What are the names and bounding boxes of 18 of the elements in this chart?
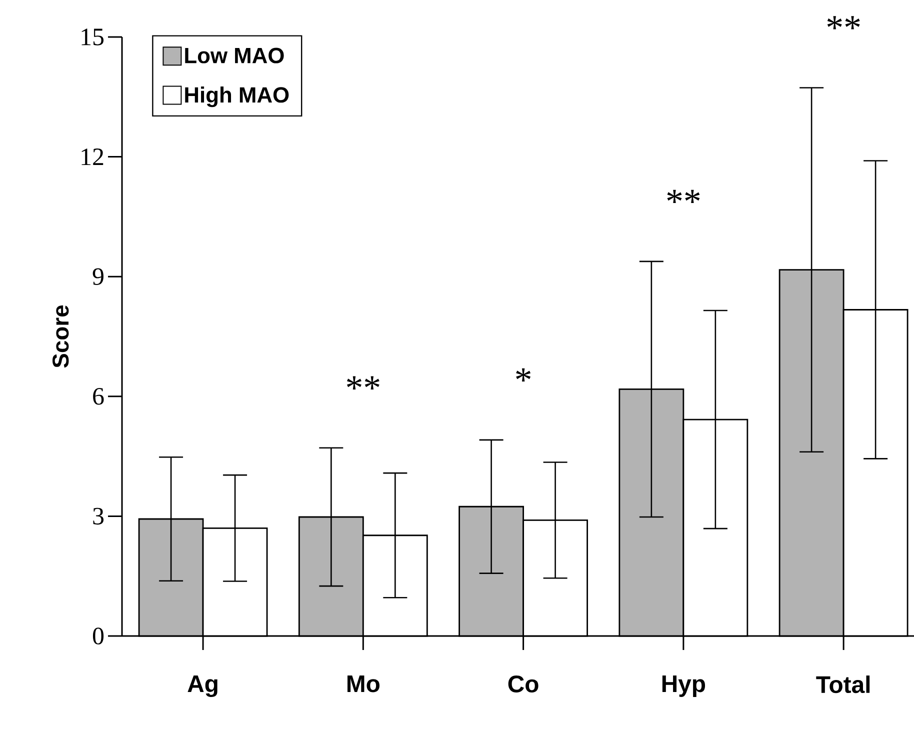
text: ** [827, 16, 860, 30]
y-axis-title: Score [52, 305, 69, 368]
annotation: ** [346, 376, 380, 390]
y-tick-label: 12 [82, 148, 104, 166]
x-tick-label: Hyp [662, 676, 706, 697]
y-tick-label: 9 [92, 268, 104, 285]
x-tick-label: Ag [188, 676, 218, 698]
y-tick-label: 6 [93, 388, 104, 405]
y-tick-label: 15 [82, 28, 104, 46]
y-tick-label: 0 [92, 628, 104, 644]
annotation: ** [667, 190, 700, 203]
x-tick-label: Total [816, 676, 870, 694]
x-tick-label: Co [508, 676, 538, 692]
y-tick-label: 3 [93, 508, 104, 525]
legend-label: Low MAO [185, 48, 284, 64]
annotation: * [516, 368, 531, 382]
x-tick-label: Mo [347, 676, 380, 692]
legend-label: High MAO [185, 86, 289, 108]
